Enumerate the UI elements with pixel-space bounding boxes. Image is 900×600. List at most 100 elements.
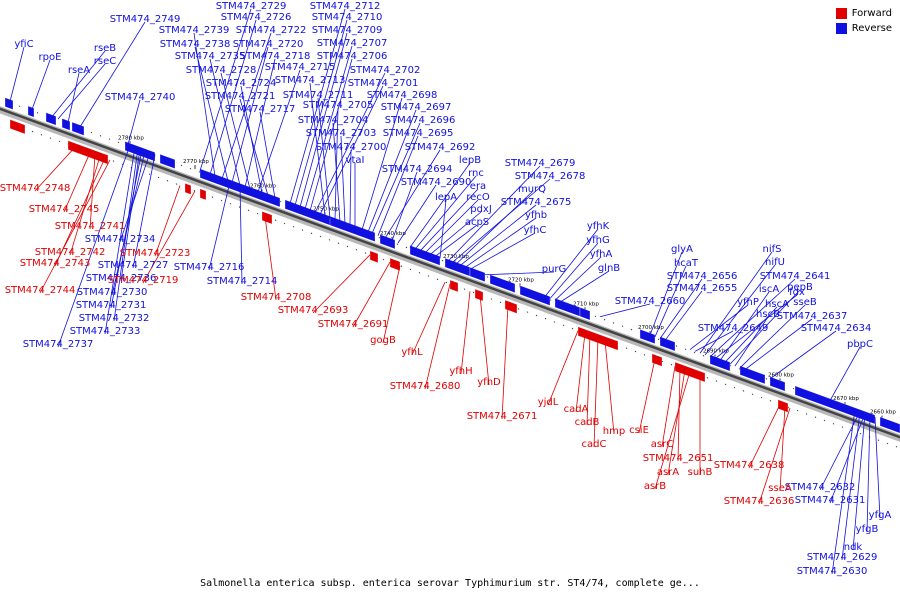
reverse-gene	[639, 329, 656, 345]
strand-mark	[108, 138, 111, 140]
ruler-tick-label: 2720 kbp	[508, 278, 534, 284]
label-pointer	[654, 265, 687, 337]
label-pointer	[874, 417, 881, 519]
strand-mark	[544, 317, 547, 320]
strand-mark	[180, 164, 183, 167]
label-pointer	[317, 97, 331, 219]
reverse-gene-label: STM474_2733	[70, 326, 141, 337]
reverse-gene-label: sseB	[793, 297, 817, 308]
reverse-gene-label: STM474_2702	[350, 65, 421, 76]
label-pointer	[661, 366, 676, 448]
strand-mark	[378, 236, 381, 239]
strand-mark	[796, 409, 799, 412]
label-pointer	[132, 154, 156, 269]
label-pointer	[829, 413, 866, 504]
reverse-gene-label: lepB	[459, 155, 481, 166]
reverse-gene-label: STM474_2649	[698, 323, 769, 334]
ruler-tick-label: 2710 kbp	[573, 301, 599, 307]
reverse-gene-label: STM474_2678	[515, 171, 586, 182]
strand-mark	[661, 360, 664, 363]
reverse-gene-label: pbpC	[847, 339, 873, 350]
forward-gene	[199, 188, 207, 201]
reverse-gene	[519, 285, 551, 306]
label-pointer	[239, 98, 269, 196]
reverse-gene-label: STM474_2720	[233, 39, 304, 50]
label-pointer	[209, 58, 241, 186]
label-pointer	[739, 304, 806, 369]
label-pointer	[649, 251, 683, 336]
label-pointer	[419, 188, 479, 252]
reverse-gene-label: yfgA	[869, 510, 892, 521]
label-pointer	[479, 294, 490, 386]
strand-mark	[490, 298, 493, 300]
label-pointer	[377, 135, 419, 236]
label-pointer	[304, 45, 353, 210]
strand-mark	[670, 363, 673, 366]
reverse-gene-label: STM474_2715	[265, 62, 336, 73]
label-pointer	[361, 97, 403, 231]
legend: Forward Reverse	[835, 8, 892, 38]
reverse-gene-label: nifU	[765, 257, 785, 268]
forward-gene-label: STM474_2719	[108, 275, 179, 286]
label-pointer	[460, 291, 471, 375]
reverse-gene-label: STM474_2707	[317, 38, 388, 49]
reverse-gene-label: rseC	[94, 56, 116, 67]
forward-gene-label: cadA	[564, 404, 589, 415]
forward-gene-label: suhB	[688, 467, 713, 478]
strand-mark	[765, 378, 768, 380]
strand-mark	[742, 390, 745, 392]
reverse-gene-label: STM474_2739	[159, 25, 230, 36]
forward-gene	[9, 119, 26, 135]
reverse-gene-label: fdx	[789, 287, 805, 298]
label-pointer	[221, 32, 272, 179]
forward-gene-label: STM474_2671	[467, 411, 538, 422]
legend-reverse-label: Reverse	[851, 23, 892, 34]
reverse-gene-label: murQ	[518, 184, 546, 195]
label-pointer	[9, 46, 25, 102]
label-pointer	[208, 181, 231, 271]
reverse-gene-label: yfhC	[524, 225, 547, 236]
forward-gene	[184, 183, 192, 195]
label-pointer	[429, 211, 482, 256]
strand-mark	[877, 439, 880, 441]
strand-mark	[693, 351, 696, 354]
strand-mark	[229, 202, 232, 205]
strand-mark	[310, 232, 313, 235]
reverse-gene-label: hcaT	[674, 258, 699, 269]
reverse-gene	[379, 234, 396, 250]
reverse-gene-label: STM474_2630	[797, 566, 868, 577]
strand-mark	[166, 180, 169, 182]
label-pointer	[264, 216, 277, 301]
reverse-gene-label: STM474_2695	[383, 128, 454, 139]
strand-mark	[400, 265, 403, 267]
forward-gene-label: gogB	[370, 335, 396, 346]
strand-mark	[382, 258, 385, 261]
label-pointer	[559, 270, 610, 303]
label-pointer	[299, 32, 348, 208]
strand-mark	[90, 131, 93, 134]
strand-mark	[486, 276, 489, 278]
reverse-gene	[4, 97, 14, 110]
reverse-gene-label: yfhG	[586, 235, 610, 246]
strand-mark	[526, 311, 529, 313]
strand-mark	[117, 141, 120, 144]
strand-mark	[58, 140, 61, 143]
label-pointer	[309, 58, 353, 212]
label-pointer	[194, 46, 229, 182]
reverse-gene-label: rseB	[94, 43, 116, 54]
strand-mark	[283, 222, 286, 225]
label-pointer	[397, 184, 437, 244]
label-pointer	[852, 413, 866, 551]
reverse-gene-label: STM474_2740	[105, 92, 176, 103]
strand-mark	[148, 173, 151, 176]
label-pointer	[367, 109, 417, 233]
strand-mark	[706, 377, 709, 379]
label-pointer	[451, 178, 551, 264]
forward-gene	[449, 279, 459, 293]
ruler-tick-label: 2770 kbp	[183, 159, 209, 165]
reverse-gene-label: STM474_2727	[98, 260, 169, 271]
reverse-gene-label: yfhb	[525, 210, 547, 221]
label-pointer	[729, 289, 801, 365]
forward-gene-label: STM474_2691	[318, 319, 389, 330]
reverse-gene-label: rseA	[68, 65, 90, 76]
